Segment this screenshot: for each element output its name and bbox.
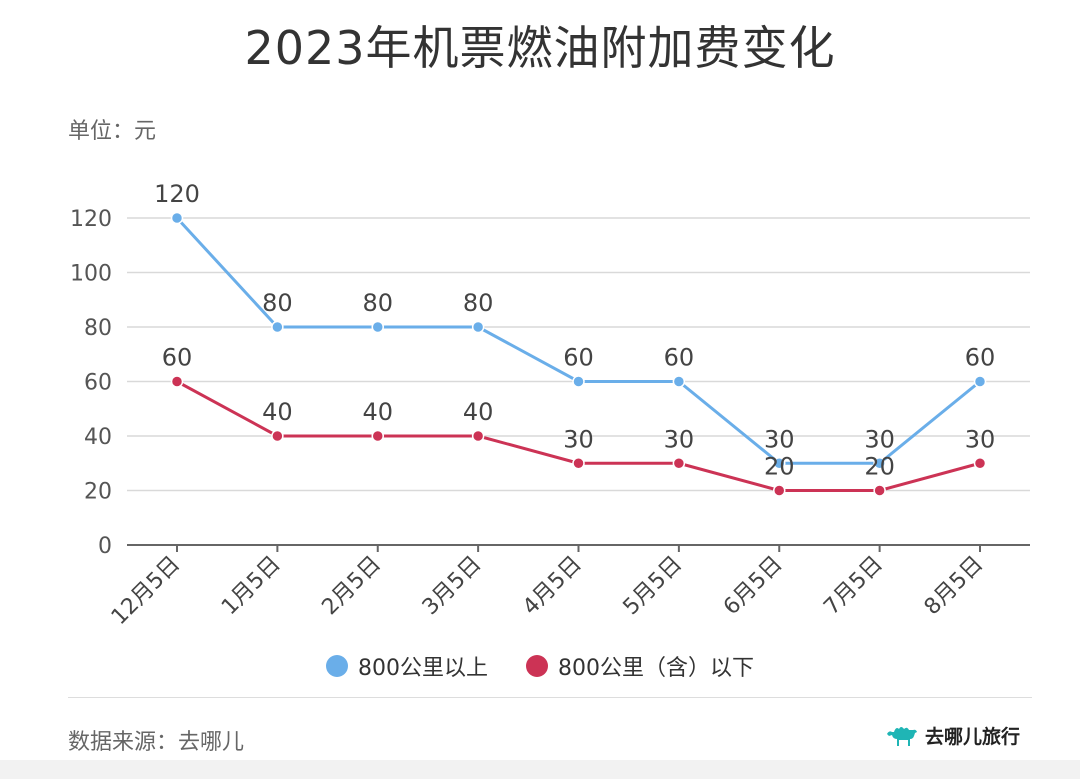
y-tick-label: 60 [84, 371, 112, 396]
data-label-series-2: 30 [965, 425, 996, 453]
data-label-series-2: 40 [362, 398, 393, 426]
data-label-series-2: 60 [162, 344, 193, 372]
data-point-series-2 [973, 457, 987, 470]
x-tick-label: 8月5日 [920, 552, 989, 621]
data-point-series-2 [471, 429, 485, 443]
x-tick-label: 4月5日 [518, 552, 587, 621]
data-label-series-1: 80 [362, 289, 393, 317]
data-point-series-2 [873, 484, 886, 497]
data-label-series-1: 60 [563, 344, 594, 372]
data-point-series-1 [572, 375, 585, 388]
legend-marker-series-2 [526, 655, 548, 677]
data-label-series-1: 120 [154, 180, 200, 208]
data-point-series-2 [672, 457, 686, 470]
data-point-series-2 [371, 429, 384, 443]
bottom-strip [0, 760, 1080, 779]
unit-label: 单位：元 [68, 119, 157, 144]
y-tick-label: 0 [98, 534, 112, 559]
x-tick-label: 1月5日 [217, 552, 286, 621]
data-point-series-2 [271, 429, 284, 443]
x-tick-label: 7月5日 [819, 552, 888, 621]
data-point-series-1 [973, 375, 987, 388]
legend-label-series-2: 800公里（含）以下 [558, 656, 754, 681]
data-label-series-2: 40 [262, 398, 293, 426]
x-tick-label: 2月5日 [317, 552, 386, 621]
data-label-series-1: 30 [864, 425, 895, 453]
brand-logo: 去哪儿旅行 [885, 722, 1020, 749]
camel-icon [886, 726, 917, 746]
data-label-series-2: 30 [664, 425, 695, 453]
data-point-series-1 [773, 457, 786, 470]
data-label-series-2: 30 [563, 425, 594, 453]
legend-item-series-2[interactable]: 800公里（含）以下 [526, 650, 754, 682]
data-label-series-1: 80 [463, 289, 494, 317]
brand-name: 去哪儿旅行 [924, 726, 1020, 748]
data-point-series-2 [170, 375, 184, 388]
data-label-series-1: 30 [764, 425, 795, 453]
data-point-series-1 [471, 320, 485, 334]
legend: 800公里以上 800公里（含）以下 [0, 650, 1080, 682]
legend-label-series-1: 800公里以上 [358, 656, 488, 681]
x-tick-label: 6月5日 [719, 552, 788, 621]
data-point-series-2 [572, 457, 585, 470]
data-point-series-1 [170, 211, 184, 225]
source-note: 数据来源：去哪儿 [68, 730, 245, 755]
data-label-series-2: 40 [463, 398, 494, 426]
y-tick-label: 80 [84, 316, 112, 341]
data-label-series-2: 20 [764, 453, 795, 481]
line-chart: 0 20 40 60 80 100 120 12月5日 1月5日 2月5日 3月5日 4月5日 5月5日… [70, 180, 1030, 630]
data-point-series-1 [271, 320, 284, 334]
y-tick-label: 20 [84, 480, 112, 505]
data-label-series-1: 60 [965, 344, 996, 372]
data-point-series-1 [873, 457, 886, 470]
y-tick-label: 40 [84, 425, 112, 450]
x-tick-label: 5月5日 [619, 552, 688, 621]
data-point-series-1 [672, 375, 686, 388]
data-label-series-2: 20 [864, 453, 895, 481]
data-label-series-1: 60 [664, 344, 695, 372]
chart-title: 2023年机票燃油附加费变化 [244, 21, 836, 75]
footer-divider [68, 697, 1032, 698]
data-point-series-1 [371, 320, 384, 334]
y-tick-label: 100 [70, 262, 112, 287]
legend-marker-series-1 [326, 655, 348, 677]
legend-item-series-1[interactable]: 800公里以上 [326, 650, 488, 682]
y-tick-label: 120 [70, 207, 112, 232]
x-tick-label: 3月5日 [418, 552, 487, 621]
data-label-series-1: 80 [262, 289, 293, 317]
data-point-series-2 [773, 484, 786, 497]
x-tick-label: 12月5日 [107, 552, 185, 630]
